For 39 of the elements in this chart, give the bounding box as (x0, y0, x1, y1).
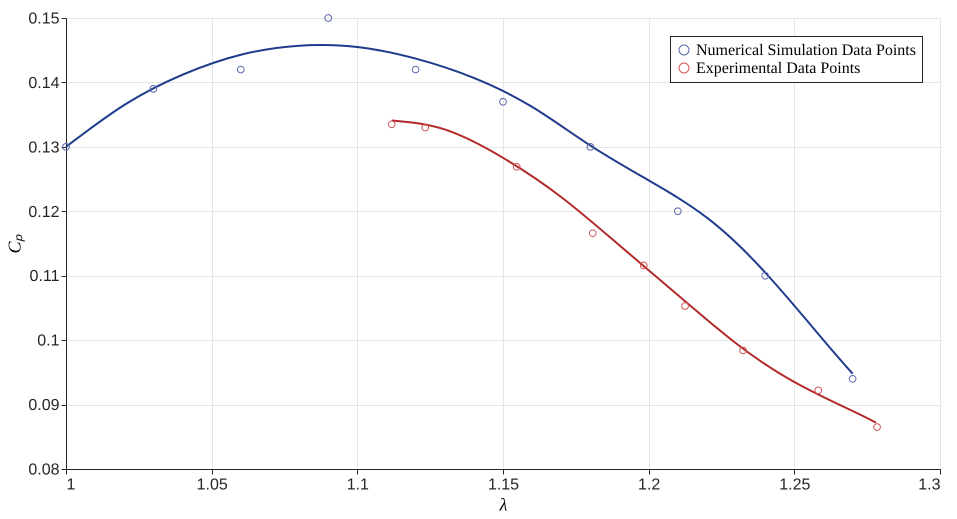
point (421, 124, 430, 132)
point (150, 85, 158, 93)
point (236, 66, 245, 74)
point (324, 14, 332, 22)
legend-label: Numerical Simulation Data Points (696, 42, 916, 59)
point (761, 272, 770, 280)
point (512, 162, 521, 171)
x-tick-label: 1.15 (488, 476, 520, 494)
y-axis-title: Cₚ (4, 234, 26, 254)
point (814, 386, 822, 394)
point (388, 120, 396, 128)
line-series (390, 119, 877, 424)
x-tick-label: 1.05 (196, 476, 228, 494)
x-tick-label: 1.2 (638, 476, 660, 494)
y-tick-label: 0.1 (37, 332, 60, 350)
y-tick-label: 0.13 (28, 139, 60, 156)
point (674, 207, 682, 216)
point (62, 143, 70, 151)
point (848, 374, 856, 383)
y-tick-label: 0.08 (28, 462, 60, 478)
point (681, 302, 689, 310)
x-tick-label: 1 (66, 476, 76, 494)
point (873, 423, 881, 431)
y-tick-label: 0.11 (30, 268, 60, 286)
point (499, 98, 507, 106)
point (586, 143, 594, 151)
y-tick-label: 0.09 (28, 397, 60, 414)
point (588, 229, 597, 238)
x-tick-label: 1.25 (779, 476, 811, 494)
point (640, 262, 648, 270)
y-tick-label: 0.12 (28, 204, 60, 221)
x-tick-label: 1.3 (918, 476, 941, 494)
y-tick-label: 0.15 (28, 10, 60, 28)
x-axis-title: λ (498, 494, 508, 514)
legend-label: Experimental Data Points (696, 60, 860, 77)
point (739, 346, 747, 354)
x-tick-label: 1.1 (346, 476, 370, 494)
y-tick-label: 0.14 (28, 74, 60, 92)
point (412, 66, 420, 74)
